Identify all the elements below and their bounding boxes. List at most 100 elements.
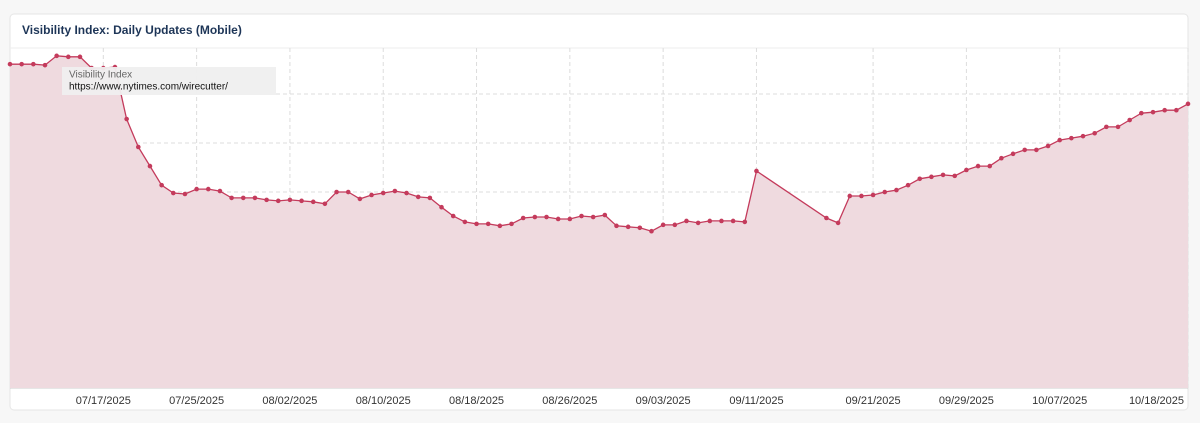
x-tick-label: 09/03/2025 [636,395,691,407]
point [1162,107,1167,113]
point [1092,130,1097,136]
legend-url: https://www.nytimes.com/wirecutter/ [69,82,228,93]
x-tick-label: 07/25/2025 [169,395,224,407]
x-tick-label: 09/11/2025 [729,395,783,407]
point [19,61,24,67]
point [229,195,234,201]
point [999,155,1004,161]
point [287,197,293,203]
point [637,225,643,231]
point [859,193,864,199]
point [905,182,911,188]
x-tick-label: 08/02/2025 [262,395,317,407]
point [695,220,701,226]
point [7,61,13,67]
point [77,54,83,60]
point [147,163,153,169]
point [124,116,129,122]
point [532,214,538,220]
point [357,196,363,202]
area-fill [10,55,1188,389]
point [894,187,899,193]
legend-box [62,67,276,95]
x-tick-label: 08/26/2025 [542,395,597,407]
point [602,212,608,218]
point [835,220,841,226]
x-tick-label: 09/21/2025 [846,395,901,407]
point [439,204,444,210]
point [1022,147,1028,153]
point [1080,133,1086,139]
point [917,176,923,182]
point [462,219,468,225]
point [474,221,479,227]
point [485,221,491,227]
point [1069,135,1074,141]
point [684,218,689,224]
point [380,190,386,196]
point [194,186,199,192]
point [275,198,281,204]
point [42,62,48,68]
point [614,223,619,229]
x-tick-label: 07/17/2025 [76,395,131,407]
point [952,173,958,179]
point [392,188,398,194]
point [415,194,421,200]
point [719,218,724,224]
x-tick-label: 09/29/2025 [939,395,994,407]
point [567,216,573,222]
x-tick-label: 08/10/2025 [356,395,411,407]
point [240,195,246,201]
point [1127,117,1132,123]
point [579,213,584,219]
point [369,192,374,198]
point [310,199,316,205]
point [1104,124,1109,130]
point [870,192,876,198]
point [54,53,59,59]
point [544,214,549,220]
point [404,190,409,196]
point [707,218,713,224]
chart-title: Visibility Index: Daily Updates (Mobile) [22,23,242,37]
point [205,186,211,192]
point [334,189,339,195]
point [660,222,666,228]
point [1139,110,1144,116]
point [1174,107,1179,113]
point [730,218,736,224]
point [754,168,759,174]
x-tick-label: 08/18/2025 [449,395,504,407]
point [929,174,934,180]
point [1045,143,1051,149]
point [264,197,269,203]
point [450,213,456,219]
point [31,61,36,67]
point [1010,151,1016,157]
point [1034,147,1039,153]
plot: 10203040506007/17/202507/25/202508/02/20… [7,48,1191,407]
point [964,167,969,173]
point [590,214,596,220]
point [555,216,561,222]
point [520,215,526,221]
point [252,195,258,201]
point [1150,109,1156,115]
point [987,163,993,169]
point [135,144,141,150]
point [509,221,514,227]
point [497,223,503,229]
point [170,190,176,196]
point [217,188,223,194]
point [625,224,631,230]
x-tick-label: 10/07/2025 [1032,395,1087,407]
point [66,54,71,60]
point [940,172,946,178]
point [159,182,164,188]
point [824,215,829,221]
point [1115,124,1121,130]
point [882,189,888,195]
point [742,219,748,225]
